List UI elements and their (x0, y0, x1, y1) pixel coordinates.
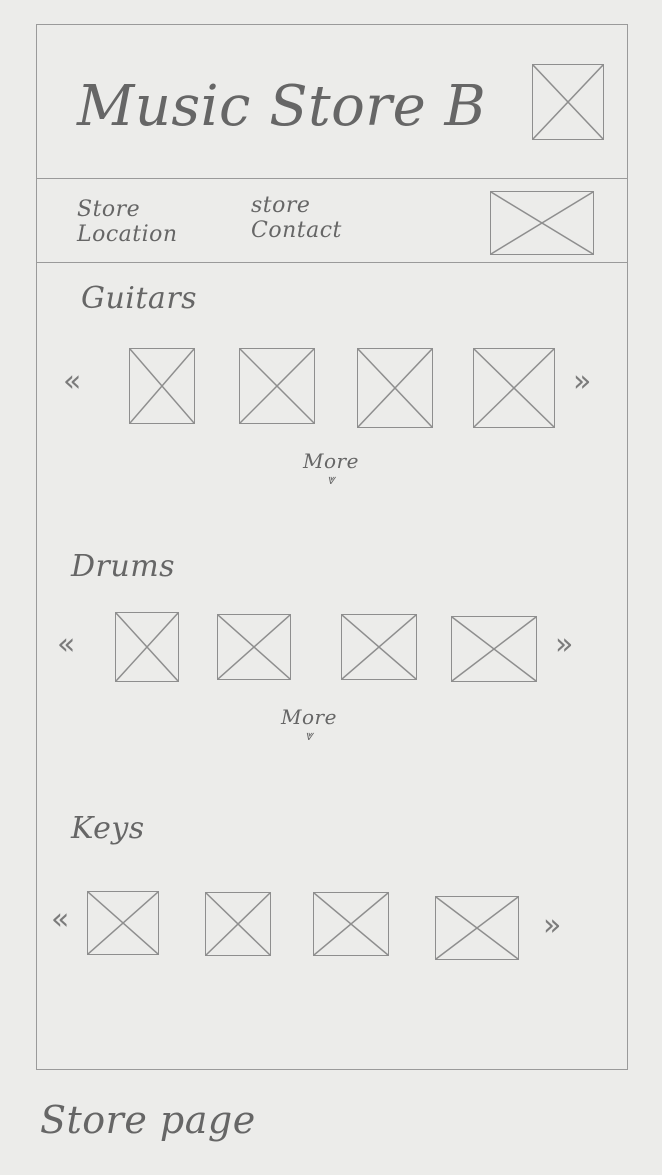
drums-more-link[interactable]: More ⩔ (259, 707, 359, 743)
more-label: More (281, 705, 337, 729)
chevron-left-icon[interactable]: « (57, 627, 76, 662)
chevron-right-icon[interactable]: » (573, 364, 592, 399)
drum-product-1[interactable] (115, 612, 179, 682)
drum-product-3[interactable] (341, 614, 417, 680)
keys-product-4[interactable] (435, 896, 519, 960)
drum-product-2[interactable] (217, 614, 291, 680)
image-placeholder-icon (358, 349, 432, 427)
image-placeholder-icon (436, 897, 518, 959)
chevron-left-icon[interactable]: « (51, 902, 70, 937)
image-placeholder-icon (452, 617, 536, 681)
section-title-keys: Keys (71, 811, 145, 846)
keys-product-3[interactable] (313, 892, 389, 956)
section-title-drums: Drums (71, 549, 176, 584)
guitar-product-1[interactable] (129, 348, 195, 424)
image-placeholder-icon (342, 615, 416, 679)
guitars-more-link[interactable]: More ⩔ (281, 451, 381, 487)
image-placeholder-icon (533, 65, 603, 139)
drum-product-4[interactable] (451, 616, 537, 682)
banner-placeholder[interactable] (490, 191, 594, 255)
chevron-right-icon[interactable]: » (543, 908, 562, 943)
image-placeholder-icon (130, 349, 194, 423)
keys-product-2[interactable] (205, 892, 271, 956)
page-title: Music Store B (77, 74, 487, 139)
section-title-guitars: Guitars (81, 281, 198, 316)
image-placeholder-icon (218, 615, 290, 679)
chevron-down-icon: ⩔ (326, 472, 336, 488)
more-label: More (303, 449, 359, 473)
image-placeholder-icon (474, 349, 554, 427)
image-placeholder-icon (491, 192, 593, 254)
store-location-link[interactable]: Store Location (77, 197, 178, 248)
guitar-product-4[interactable] (473, 348, 555, 428)
app-header: Music Store B (37, 25, 627, 179)
image-placeholder-icon (116, 613, 178, 681)
phone-frame: Music Store B Store Location store Conta… (36, 24, 628, 1070)
guitar-product-3[interactable] (357, 348, 433, 428)
image-placeholder-icon (206, 893, 270, 955)
image-placeholder-icon (314, 893, 388, 955)
sketch-caption: Store page (40, 1098, 256, 1142)
image-placeholder-icon (88, 892, 158, 954)
keys-product-1[interactable] (87, 891, 159, 955)
nav-bar: Store Location store Contact (37, 179, 627, 263)
guitar-product-2[interactable] (239, 348, 315, 424)
image-placeholder-icon (240, 349, 314, 423)
chevron-right-icon[interactable]: » (555, 627, 574, 662)
chevron-down-icon: ⩔ (304, 728, 314, 744)
chevron-left-icon[interactable]: « (63, 364, 82, 399)
logo-placeholder[interactable] (532, 64, 604, 140)
store-contact-link[interactable]: store Contact (251, 193, 342, 244)
